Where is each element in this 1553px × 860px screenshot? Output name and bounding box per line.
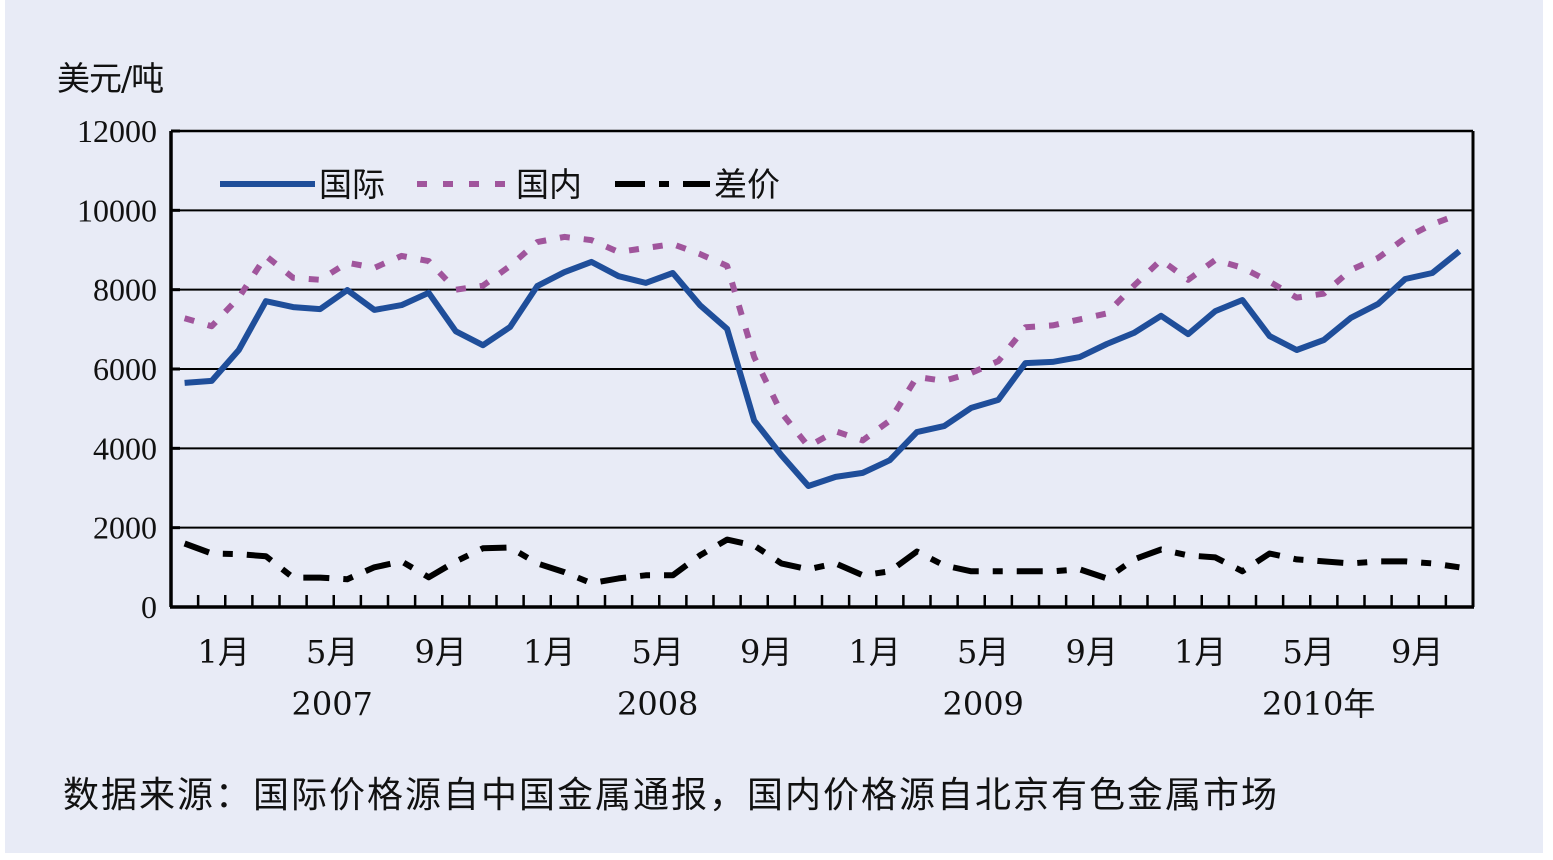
x-tick-label: 9月 <box>415 633 467 671</box>
x-tick-label: 1月 <box>1174 633 1226 671</box>
y-tick-label: 2000 <box>93 510 157 546</box>
series-国际 <box>184 248 1462 489</box>
x-axis-ticks: 1月 5月 9月 1月 5月 9月 1月 5月 9月 1月 5月 9月 2007 2008 2009 2010… <box>196 595 1448 723</box>
legend: 国际 国内 差价 <box>220 165 780 204</box>
x-tick-label: 1月 <box>198 633 250 671</box>
year-label: 2007 <box>291 685 372 723</box>
x-tick-label: 1月 <box>849 633 901 671</box>
x-tick-label: 9月 <box>1066 633 1118 671</box>
x-tick-label: 9月 <box>740 633 792 671</box>
legend-label: 差价 <box>714 165 780 204</box>
x-tick-label: 1月 <box>523 633 575 671</box>
series-差价 <box>183 536 1460 587</box>
chart-panel: 美元/吨 0 2000 4000 6000 8000 10000 12000 1月 5月 9月 1… <box>5 0 1543 853</box>
legend-label: 国内 <box>516 165 582 204</box>
year-label: 2009 <box>942 685 1023 723</box>
y-tick-label: 10000 <box>77 192 157 228</box>
y-tick-label: 12000 <box>77 113 157 149</box>
source-note: 数据来源：国际价格源自中国金属通报，国内价格源自北京有色金属市场 <box>63 775 1280 816</box>
x-tick-label: 9月 <box>1391 633 1443 671</box>
x-tick-label: 5月 <box>957 633 1009 671</box>
plot-frame <box>169 129 1475 609</box>
x-tick-label: 5月 <box>632 633 684 671</box>
y-tick-label: 4000 <box>93 430 157 466</box>
year-label: 2010年 <box>1262 685 1375 723</box>
y-tick-label: 0 <box>141 589 157 625</box>
y-tick-label: 6000 <box>93 351 157 387</box>
y-axis-unit-label: 美元/吨 <box>57 59 164 98</box>
x-tick-label: 5月 <box>306 633 358 671</box>
series-国内 <box>183 211 1461 450</box>
x-tick-label: 5月 <box>1283 633 1335 671</box>
series-lines <box>183 211 1462 587</box>
year-label: 2008 <box>617 685 698 723</box>
y-tick-label: 8000 <box>93 272 157 308</box>
legend-label: 国际 <box>319 165 385 204</box>
y-axis-ticks: 0 2000 4000 6000 8000 10000 12000 <box>77 113 180 625</box>
line-chart: 0 2000 4000 6000 8000 10000 12000 1月 5月 9月 1月 5月 9月… <box>77 113 1475 723</box>
